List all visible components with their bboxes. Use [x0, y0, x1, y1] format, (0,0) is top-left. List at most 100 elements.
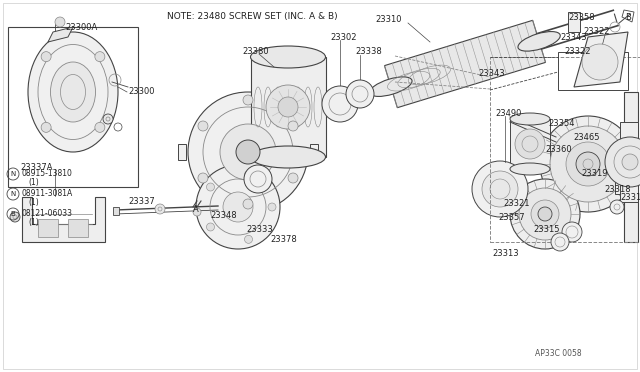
Circle shape — [346, 80, 374, 108]
Text: (1): (1) — [28, 177, 39, 186]
Circle shape — [243, 95, 253, 105]
Text: 23343: 23343 — [560, 32, 587, 42]
Text: 23300: 23300 — [128, 87, 154, 96]
Text: 23318: 23318 — [604, 186, 630, 195]
Circle shape — [278, 97, 298, 117]
Text: 23337A: 23337A — [20, 163, 52, 171]
Text: 08121-06033: 08121-06033 — [21, 209, 72, 218]
Ellipse shape — [518, 32, 560, 51]
Text: 23310: 23310 — [375, 16, 401, 25]
Circle shape — [103, 114, 113, 124]
Text: 23316: 23316 — [620, 192, 640, 202]
Circle shape — [538, 207, 552, 221]
Ellipse shape — [510, 163, 550, 175]
Circle shape — [10, 212, 20, 222]
Text: 23490: 23490 — [495, 109, 522, 119]
Circle shape — [236, 140, 260, 164]
Circle shape — [531, 200, 559, 228]
Circle shape — [55, 17, 65, 27]
Circle shape — [196, 165, 280, 249]
Circle shape — [288, 121, 298, 131]
Bar — [620, 122, 638, 202]
Text: 23380: 23380 — [242, 48, 269, 57]
Circle shape — [95, 122, 105, 132]
Circle shape — [540, 116, 636, 212]
Circle shape — [155, 204, 165, 214]
Text: 23354: 23354 — [548, 119, 575, 128]
Text: N: N — [10, 171, 15, 177]
Circle shape — [223, 192, 253, 222]
Text: 23357: 23357 — [498, 214, 525, 222]
Circle shape — [244, 171, 253, 179]
Circle shape — [95, 52, 105, 62]
Text: B: B — [625, 13, 631, 22]
Circle shape — [566, 142, 610, 186]
Circle shape — [582, 44, 618, 80]
Bar — [38, 219, 58, 237]
Circle shape — [198, 121, 208, 131]
Text: 08915-13810: 08915-13810 — [21, 170, 72, 179]
Text: 08911-3081A: 08911-3081A — [21, 189, 72, 199]
Circle shape — [41, 122, 51, 132]
Text: AP33C 0058: AP33C 0058 — [535, 350, 582, 359]
Polygon shape — [385, 20, 545, 108]
Text: 23313: 23313 — [492, 250, 518, 259]
Ellipse shape — [51, 62, 95, 122]
Text: B: B — [11, 211, 15, 217]
Circle shape — [550, 126, 626, 202]
Circle shape — [519, 188, 571, 240]
Circle shape — [472, 161, 528, 217]
Polygon shape — [178, 144, 186, 160]
Circle shape — [268, 203, 276, 211]
Text: (1): (1) — [28, 198, 39, 206]
Text: 23322: 23322 — [583, 28, 609, 36]
Text: 23319: 23319 — [581, 170, 607, 179]
Polygon shape — [624, 92, 638, 242]
Circle shape — [610, 200, 624, 214]
Circle shape — [562, 222, 582, 242]
Text: (1): (1) — [28, 218, 39, 227]
Circle shape — [244, 165, 272, 193]
Bar — [250, 57, 326, 157]
Text: 23378: 23378 — [270, 234, 297, 244]
Circle shape — [551, 233, 569, 251]
Circle shape — [41, 52, 51, 62]
Circle shape — [605, 137, 640, 187]
Ellipse shape — [250, 146, 326, 168]
Circle shape — [322, 86, 358, 122]
Circle shape — [288, 173, 298, 183]
Text: 23333: 23333 — [246, 224, 273, 234]
Circle shape — [220, 124, 276, 180]
Ellipse shape — [510, 113, 550, 125]
Circle shape — [244, 235, 253, 243]
Circle shape — [515, 129, 545, 159]
Ellipse shape — [250, 46, 326, 68]
Bar — [68, 219, 88, 237]
Text: NOTE: 23480 SCREW SET (INC. A & B): NOTE: 23480 SCREW SET (INC. A & B) — [167, 13, 338, 22]
Circle shape — [193, 208, 201, 216]
Text: 23338: 23338 — [355, 48, 381, 57]
Ellipse shape — [28, 32, 118, 152]
Polygon shape — [574, 32, 628, 87]
Bar — [510, 119, 550, 169]
Bar — [490, 57, 640, 242]
Circle shape — [266, 85, 310, 129]
Circle shape — [576, 152, 600, 176]
Text: 23315: 23315 — [533, 224, 559, 234]
Circle shape — [510, 179, 580, 249]
Polygon shape — [48, 27, 73, 42]
Text: 23348: 23348 — [210, 212, 237, 221]
Text: A: A — [193, 205, 199, 215]
Polygon shape — [22, 197, 105, 242]
Bar — [113, 207, 119, 215]
Text: 23360: 23360 — [545, 145, 572, 154]
Bar — [615, 149, 633, 194]
Circle shape — [243, 199, 253, 209]
Polygon shape — [310, 144, 318, 160]
Text: 23300A: 23300A — [65, 23, 97, 32]
Bar — [8, 27, 138, 187]
Circle shape — [482, 171, 518, 207]
Text: 23302: 23302 — [330, 32, 356, 42]
Text: N: N — [10, 191, 15, 197]
Circle shape — [207, 183, 214, 191]
